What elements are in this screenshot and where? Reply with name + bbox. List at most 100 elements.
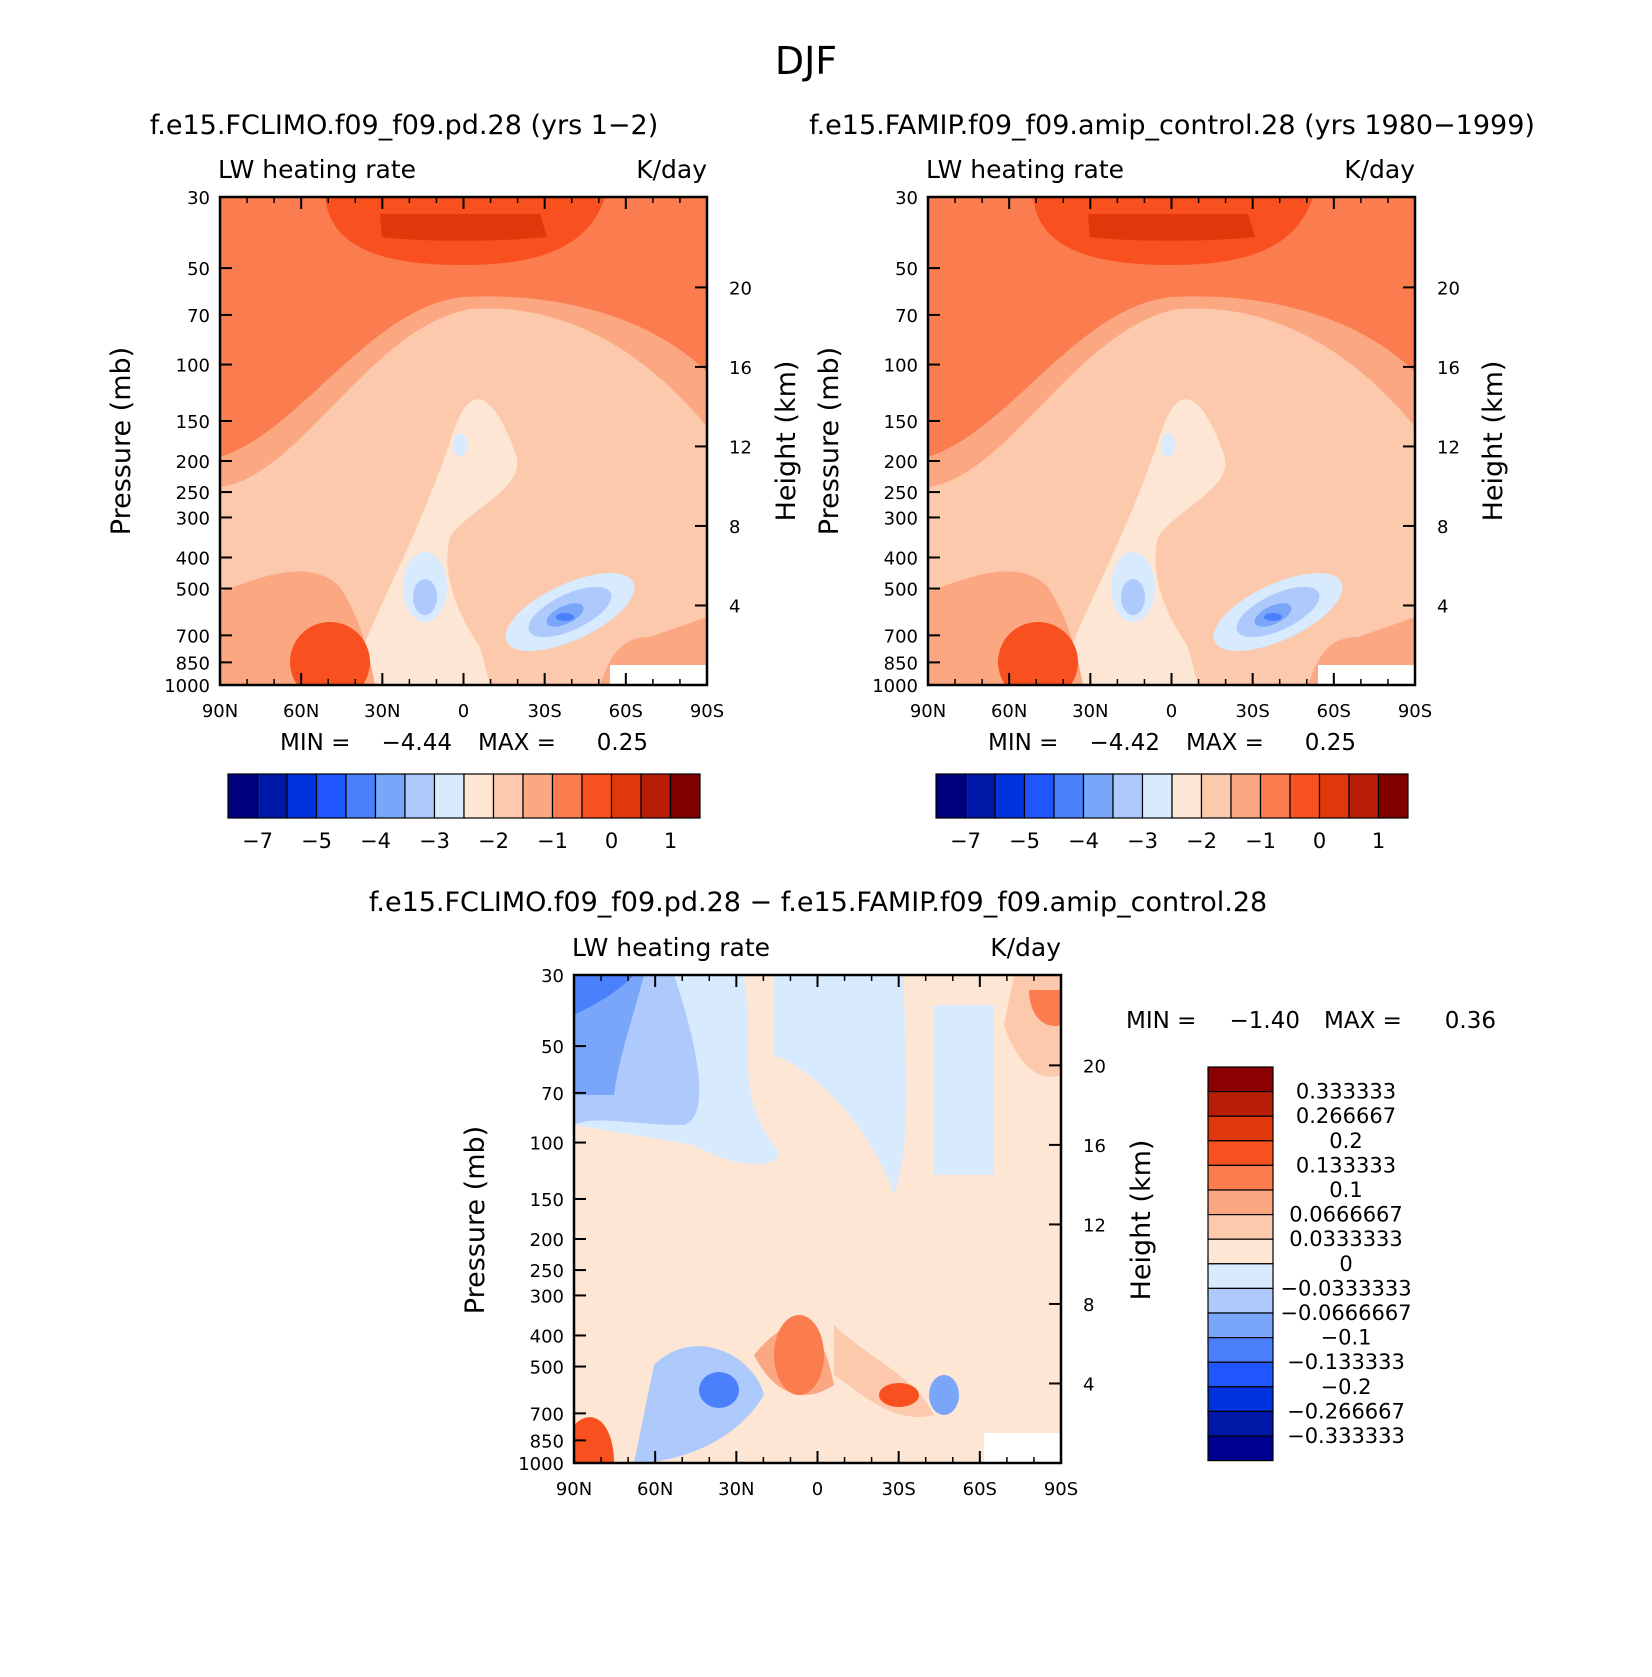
y-tick-label: 30 [541,966,564,987]
panel-a-left-label: LW heating rate [218,155,416,184]
colorbar-label: −0.2 [1321,1375,1372,1399]
y-tick-label: 70 [895,306,918,327]
y2-tick-label: 12 [1083,1215,1106,1236]
colorbar-box [935,773,967,819]
y-tick-label: 700 [530,1404,564,1425]
x-tick-label: 0 [812,1479,823,1500]
x-tick-label: 0 [458,701,469,722]
panel-b-right-label: K/day [1344,155,1415,184]
colorbar-label: −4 [360,829,391,853]
colorbar-box [1289,773,1321,819]
x-tick-label: 60S [963,1479,997,1500]
colorbar-label: 0.1 [1329,1178,1362,1202]
x-tick-label: 90S [1398,701,1432,722]
panel-a-right-label: K/day [636,155,707,184]
colorbar-box [286,773,318,819]
contour-region [556,613,574,621]
colorbar-box [1207,1336,1274,1363]
colorbar-box [964,773,996,819]
colorbar-box [1207,1140,1274,1167]
panel-a-ylabel: Pressure (mb) [106,347,137,535]
contour-region [998,622,1078,685]
contour-region [574,975,634,1015]
colorbar-box [1207,1312,1274,1339]
colorbar-box [463,773,495,819]
colorbar-box [345,773,377,819]
colorbar-box [994,773,1026,819]
colorbar-label: −4 [1068,829,1099,853]
x-tick-label: 0 [1166,701,1177,722]
colorbar-label: −3 [419,829,450,853]
panel-a-max-label: MAX = [478,730,556,756]
panel-b-field [928,197,1415,685]
y-tick-label: 30 [895,188,918,209]
y-tick-label: 1000 [518,1454,564,1475]
colorbar-box [1207,1435,1274,1462]
panel-c-colorbar: 0.3333330.2666670.20.1333330.10.06666670… [1207,1066,1412,1462]
colorbar-box [1207,1263,1274,1290]
panel-c-stats: MIN = −1.40 MAX = 0.36 [1126,1008,1496,1034]
x-tick-label: 90N [202,701,238,722]
colorbar-label: −0.133333 [1287,1350,1405,1374]
contour-region [1121,579,1145,615]
colorbar-box [1377,773,1409,819]
panel-c-max-label: MAX = [1324,1008,1402,1034]
y-tick-label: 500 [530,1358,564,1379]
colorbar-box [315,773,347,819]
contour-region [453,433,467,457]
colorbar-box [1348,773,1380,819]
panel-c-left-label: LW heating rate [572,933,770,962]
y-tick-label: 50 [187,259,210,280]
panel-b-title: f.e15.FAMIP.f09_f09.amip_control.28 (yrs… [809,110,1535,141]
colorbar-box [1207,1213,1274,1240]
y2-tick-label: 4 [1083,1374,1094,1395]
y2-tick-label: 16 [1083,1136,1106,1157]
panel-c-contours [574,975,1061,1463]
panel-b-min-value: −4.42 [1090,730,1160,756]
colorbar-label: −0.1 [1321,1326,1372,1350]
y-tick-label: 850 [176,653,210,674]
panel-c-max-value: 0.36 [1445,1008,1496,1034]
colorbar-label: −2 [478,829,509,853]
panel-b-axes: 90N 60N 30N 0 30S 60S 90S 30 50 70 100 150 200 250 300… [872,188,1460,722]
x-tick-label: 30N [364,701,400,722]
x-tick-label: 30S [527,701,561,722]
y2-tick-label: 16 [729,358,752,379]
panel-c-y2label: Height (km) [1126,1140,1157,1301]
colorbar-box [1053,773,1085,819]
panel-a-colorbar: −7 −5 −4 −3 −2 −1 0 1 [227,773,701,853]
x-tick-label: 90S [690,701,724,722]
y-tick-label: 70 [541,1084,564,1105]
contour-region [634,1346,764,1463]
colorbar-label: 0.2 [1329,1129,1362,1153]
panel-a-field [220,197,707,685]
colorbar-label: 0.333333 [1296,1080,1396,1104]
y-tick-label: 150 [176,412,210,433]
panel-c-min-value: −1.40 [1230,1008,1300,1034]
colorbar-label: 0 [605,829,618,853]
panel-c-min-label: MIN = [1126,1008,1196,1034]
x-tick-label: 90N [910,701,946,722]
colorbar-box [1230,773,1262,819]
colorbar-box [610,773,642,819]
panel-b-max-label: MAX = [1186,730,1264,756]
y-tick-label: 850 [884,653,918,674]
colorbar-label: 1 [1372,829,1385,853]
colorbar-box [1200,773,1232,819]
contour-region [929,1375,959,1415]
contour-region [984,1433,1061,1463]
contour-region [774,975,907,1195]
panel-c-ylabel: Pressure (mb) [460,1126,491,1314]
colorbar-label: −1 [1245,829,1276,853]
y-tick-label: 400 [176,548,210,569]
y-tick-label: 850 [530,1431,564,1452]
colorbar-label: 1 [664,829,677,853]
colorbar-box [227,773,259,819]
x-tick-label: 60S [1317,701,1351,722]
colorbar-box [1207,1115,1274,1142]
y-tick-label: 50 [895,259,918,280]
colorbar-box [1207,1090,1274,1117]
y-tick-label: 300 [884,508,918,529]
contour-region [1029,990,1061,1026]
colorbar-box [1207,1238,1274,1265]
